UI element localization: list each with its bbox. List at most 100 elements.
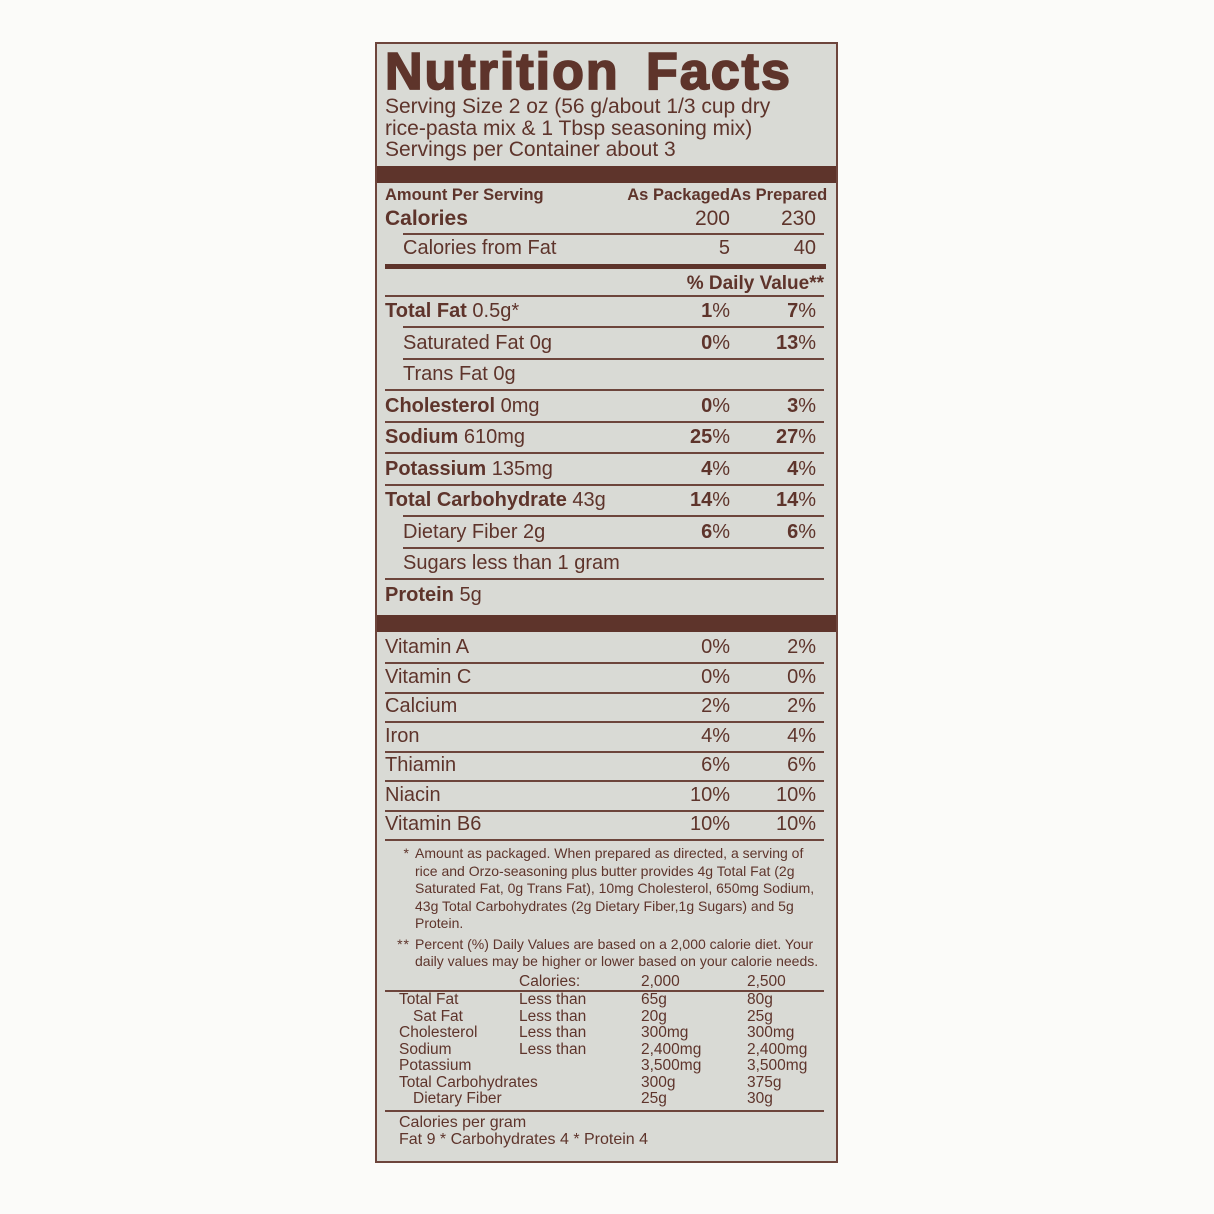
as-packaged-value: 0% <box>620 636 730 659</box>
as-packaged-value: 10% <box>620 784 730 807</box>
percent-sign: % <box>798 300 816 322</box>
percent-sign: % <box>798 754 816 776</box>
percent-number: 2 <box>701 695 713 717</box>
dv-cell: 65g <box>641 991 667 1008</box>
percent-sign: % <box>712 457 730 480</box>
percent-number: 14 <box>775 489 799 511</box>
percent-sign: % <box>798 331 816 354</box>
as-prepared-value: 0% <box>730 666 816 689</box>
dv-header-cell: Calories: <box>519 972 581 990</box>
percent-sign: % <box>712 783 730 806</box>
dv-table-header: Calories: 2,000 2,500 <box>385 972 824 992</box>
footnote: ** Percent (%) Daily Values are based on … <box>385 936 824 971</box>
dv-cell: Less than <box>519 991 587 1008</box>
percent-number: 2 <box>787 636 799 658</box>
vitamin-name: Vitamin C <box>385 665 472 688</box>
separator-rule <box>403 546 824 549</box>
footnote-text: Amount as packaged. When prepared as dir… <box>415 845 815 931</box>
dv-cell: 375g <box>747 1073 782 1091</box>
vitamin-row: Niacin 10% 10% <box>385 782 824 810</box>
percent-number: 4 <box>787 724 799 747</box>
section-divider-bar <box>377 165 836 183</box>
percent-number: 0 <box>701 331 713 354</box>
dv-cell: Total Fat <box>399 991 459 1008</box>
daily-value-reference-table: Calories: 2,000 2,500 Total Fat Less than 65g… <box>385 972 824 1108</box>
as-prepared-value: 27% <box>730 426 816 449</box>
thick-rule <box>385 263 826 269</box>
nutrient-row: Sodium 610mg 25% 27% <box>385 423 824 453</box>
dv-cell: 300mg <box>641 1024 689 1041</box>
calories-row: Calories 200 230 <box>385 207 824 233</box>
separator-rule <box>385 662 824 664</box>
as-packaged-value: 25% <box>620 426 730 449</box>
as-packaged-value: 2% <box>620 695 730 718</box>
nutrient-name: Protein 5g <box>385 583 482 606</box>
vitamin-row: Calcium 2% 2% <box>385 694 824 722</box>
dv-cell: Total Carbohydrates <box>399 1073 538 1091</box>
percent-sign: % <box>712 426 730 448</box>
dv-cell: Sodium <box>399 1040 452 1058</box>
percent-number: 1 <box>701 300 713 322</box>
percent-number: 0 <box>701 636 713 658</box>
dv-header-cell <box>399 974 519 991</box>
as-prepared-value: 10% <box>730 813 816 836</box>
as-packaged-value: 6% <box>620 521 730 544</box>
separator-rule <box>385 721 824 723</box>
serving-info: Serving Size 2 oz (56 g/about 1/3 cup dr… <box>385 96 824 161</box>
calories-per-gram-block: Calories per gram Fat 9 * Carbohydrates … <box>385 1109 824 1149</box>
servings-per-container-line: Servings per Container about 3 <box>385 138 676 161</box>
percent-number: 10 <box>775 783 799 806</box>
as-prepared-value: 6% <box>730 754 816 777</box>
dv-table-row: Sat Fat Less than 20g 25g <box>385 1007 824 1026</box>
dv-cell: 80g <box>747 991 773 1008</box>
dv-cell: 2,400mg <box>747 1040 808 1058</box>
percent-sign: % <box>712 665 730 688</box>
serving-size-line: Serving Size 2 oz (56 g/about 1/3 cup dr… <box>385 95 771 118</box>
percent-number: 4 <box>701 724 713 747</box>
percent-number: 27 <box>775 426 799 448</box>
vitamin-name: Vitamin B6 <box>385 813 482 835</box>
dv-cell <box>519 1058 641 1075</box>
nutrient-name: Dietary Fiber 2g <box>403 520 546 543</box>
nutrient-row: Dietary Fiber 2g 6% 6% <box>385 517 824 547</box>
separator-rule <box>385 780 824 782</box>
as-prepared-value: 14% <box>730 489 816 512</box>
serving-size-line: rice-pasta mix & 1 Tbsp seasoning mix) <box>385 116 753 140</box>
percent-number: 6 <box>701 520 713 543</box>
amount-per-serving-header: Amount Per Serving <box>385 185 544 204</box>
vitamin-row: Thiamin 6% 6% <box>385 753 824 781</box>
dv-cell: 25g <box>747 1007 773 1025</box>
percent-number: 6 <box>701 754 713 776</box>
separator-rule <box>385 389 824 391</box>
percent-sign: % <box>798 426 816 448</box>
percent-number: 6 <box>787 754 799 776</box>
dv-cell: 25g <box>641 1090 667 1107</box>
nutrient-row: Total Carbohydrate 43g 14% 14% <box>385 486 824 516</box>
nutrient-row: Protein 5g <box>385 580 824 610</box>
nutrient-name: Sugars less than 1 gram <box>403 552 620 574</box>
calories-label: Calories <box>385 206 468 230</box>
nutrient-name: Total Carbohydrate 43g <box>385 489 606 511</box>
nutrition-facts-title: Nutrition Facts <box>384 43 792 101</box>
as-packaged-value: 0% <box>620 395 730 418</box>
footnote-marker: * <box>403 845 410 861</box>
percent-number: 4 <box>701 457 713 480</box>
vitamin-name: Calcium <box>385 695 458 717</box>
percent-sign: % <box>798 665 816 688</box>
as-packaged-value: 0% <box>620 666 730 689</box>
dv-cell <box>519 1091 641 1108</box>
dv-cell: 300g <box>641 1073 676 1091</box>
nutrient-row: Total Fat 0.5g* 1% 7% <box>385 297 824 327</box>
separator-rule <box>403 232 824 235</box>
separator-rule <box>385 691 824 694</box>
dv-cell: Less than <box>519 1007 587 1025</box>
as-packaged-value: 14% <box>620 489 730 512</box>
percent-sign: % <box>712 520 730 543</box>
percent-sign: % <box>798 636 816 658</box>
percent-number: 14 <box>689 489 713 511</box>
separator-rule <box>385 483 824 486</box>
separator-rule <box>403 357 824 360</box>
as-packaged-value: 1% <box>620 300 730 323</box>
nutrient-row: Cholesterol 0mg 0% 3% <box>385 391 824 421</box>
vitamin-name: Vitamin A <box>385 636 470 658</box>
